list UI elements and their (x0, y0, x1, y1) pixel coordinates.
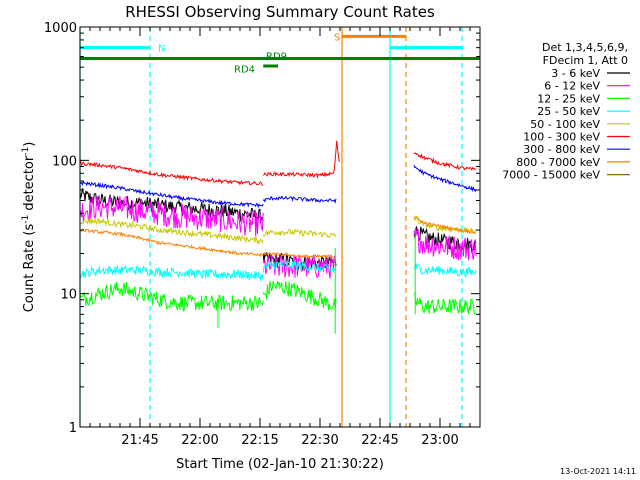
series-line (413, 227, 477, 261)
legend-label: 6 - 12 keV (544, 80, 600, 93)
series-line (413, 216, 477, 234)
series-layer (79, 140, 477, 334)
y-axis-label-sup1: -1 (21, 215, 31, 224)
y-axis-label-mid: detector (22, 155, 37, 215)
detector-tag: RD9 (266, 52, 287, 63)
series-line (79, 281, 264, 312)
y-axis-label-prefix: Count Rate (s (22, 224, 37, 313)
series-line (262, 228, 337, 238)
legend-label: 50 - 100 keV (530, 118, 600, 131)
x-tick-label: 22:30 (301, 433, 338, 448)
y-tick-label: 1 (69, 421, 77, 436)
series-line (79, 264, 264, 281)
series-line (262, 280, 337, 311)
y-axis-label-suffix: ) (22, 142, 37, 147)
x-tick-label: 22:45 (361, 433, 398, 448)
legend-header-line-2: FDecim 1, Att 0 (543, 54, 628, 67)
series-line (262, 259, 337, 275)
series-line (262, 251, 337, 259)
x-tick-label: 23:00 (421, 433, 458, 448)
y-axis-label-sup2: -1 (21, 147, 31, 156)
legend-label: 25 - 50 keV (537, 105, 600, 118)
legend-label: 300 - 800 keV (523, 143, 600, 156)
detector-tag: RD4 (234, 65, 255, 76)
legend-label: 12 - 25 keV (537, 92, 600, 105)
axis-layer: 21:45 22:00 22:15 22:30 22:45 23:00 1 10 100 1000 (44, 21, 481, 448)
legend-label: 3 - 6 keV (551, 67, 600, 80)
series-line (79, 217, 264, 245)
series-line (262, 140, 340, 179)
series-line (413, 152, 477, 171)
series-line (79, 160, 264, 186)
y-tick-label: 1000 (44, 21, 77, 36)
series-line (79, 228, 264, 257)
y-tick-label: 100 (52, 154, 77, 169)
series-line (79, 194, 264, 237)
annotation-bar-label: N (158, 44, 165, 55)
x-tick-label: 22:00 (181, 433, 218, 448)
annotation-layer: N S RD9 RD4 (79, 27, 480, 427)
chart-title: RHESSI Observing Summary Count Rates (125, 3, 435, 21)
legend-label: 100 - 300 keV (523, 131, 600, 144)
legend: Det 1,3,4,5,6,9, FDecim 1, Att 0 3 - 6 k… (502, 41, 630, 182)
y-tick-label: 10 (60, 288, 77, 303)
legend-label: 7000 - 15000 keV (502, 169, 600, 182)
series-line (413, 164, 477, 193)
y-axis-label: Count Rate (s-1 detector-1) (21, 142, 37, 313)
footer-date: 13-Oct-2021 14:11 (560, 467, 636, 476)
series-line (262, 195, 337, 204)
x-tick-label: 22:15 (241, 433, 278, 448)
legend-header-line-1: Det 1,3,4,5,6,9, (542, 41, 628, 54)
legend-label: 800 - 7000 keV (516, 156, 600, 169)
series-line (79, 180, 264, 209)
x-axis-label: Start Time (02-Jan-10 21:30:22) (176, 457, 384, 472)
annotation-bar-label: S (334, 32, 340, 43)
x-tick-label: 21:45 (121, 433, 158, 448)
series-line (413, 292, 477, 315)
series-line (413, 262, 477, 279)
